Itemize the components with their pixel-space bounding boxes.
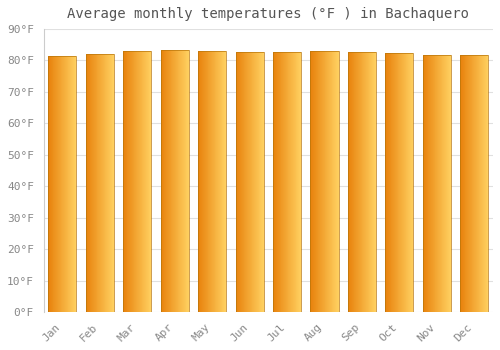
Title: Average monthly temperatures (°F ) in Bachaquero: Average monthly temperatures (°F ) in Ba… bbox=[68, 7, 469, 21]
Bar bbox=[310, 51, 338, 312]
Bar bbox=[86, 54, 114, 312]
Bar bbox=[198, 51, 226, 312]
Bar bbox=[48, 56, 76, 312]
Bar bbox=[123, 51, 152, 312]
Bar bbox=[273, 52, 301, 312]
Bar bbox=[160, 50, 189, 312]
Bar bbox=[423, 55, 451, 312]
Bar bbox=[236, 52, 264, 312]
Bar bbox=[386, 52, 413, 312]
Bar bbox=[460, 55, 488, 312]
Bar bbox=[348, 52, 376, 312]
